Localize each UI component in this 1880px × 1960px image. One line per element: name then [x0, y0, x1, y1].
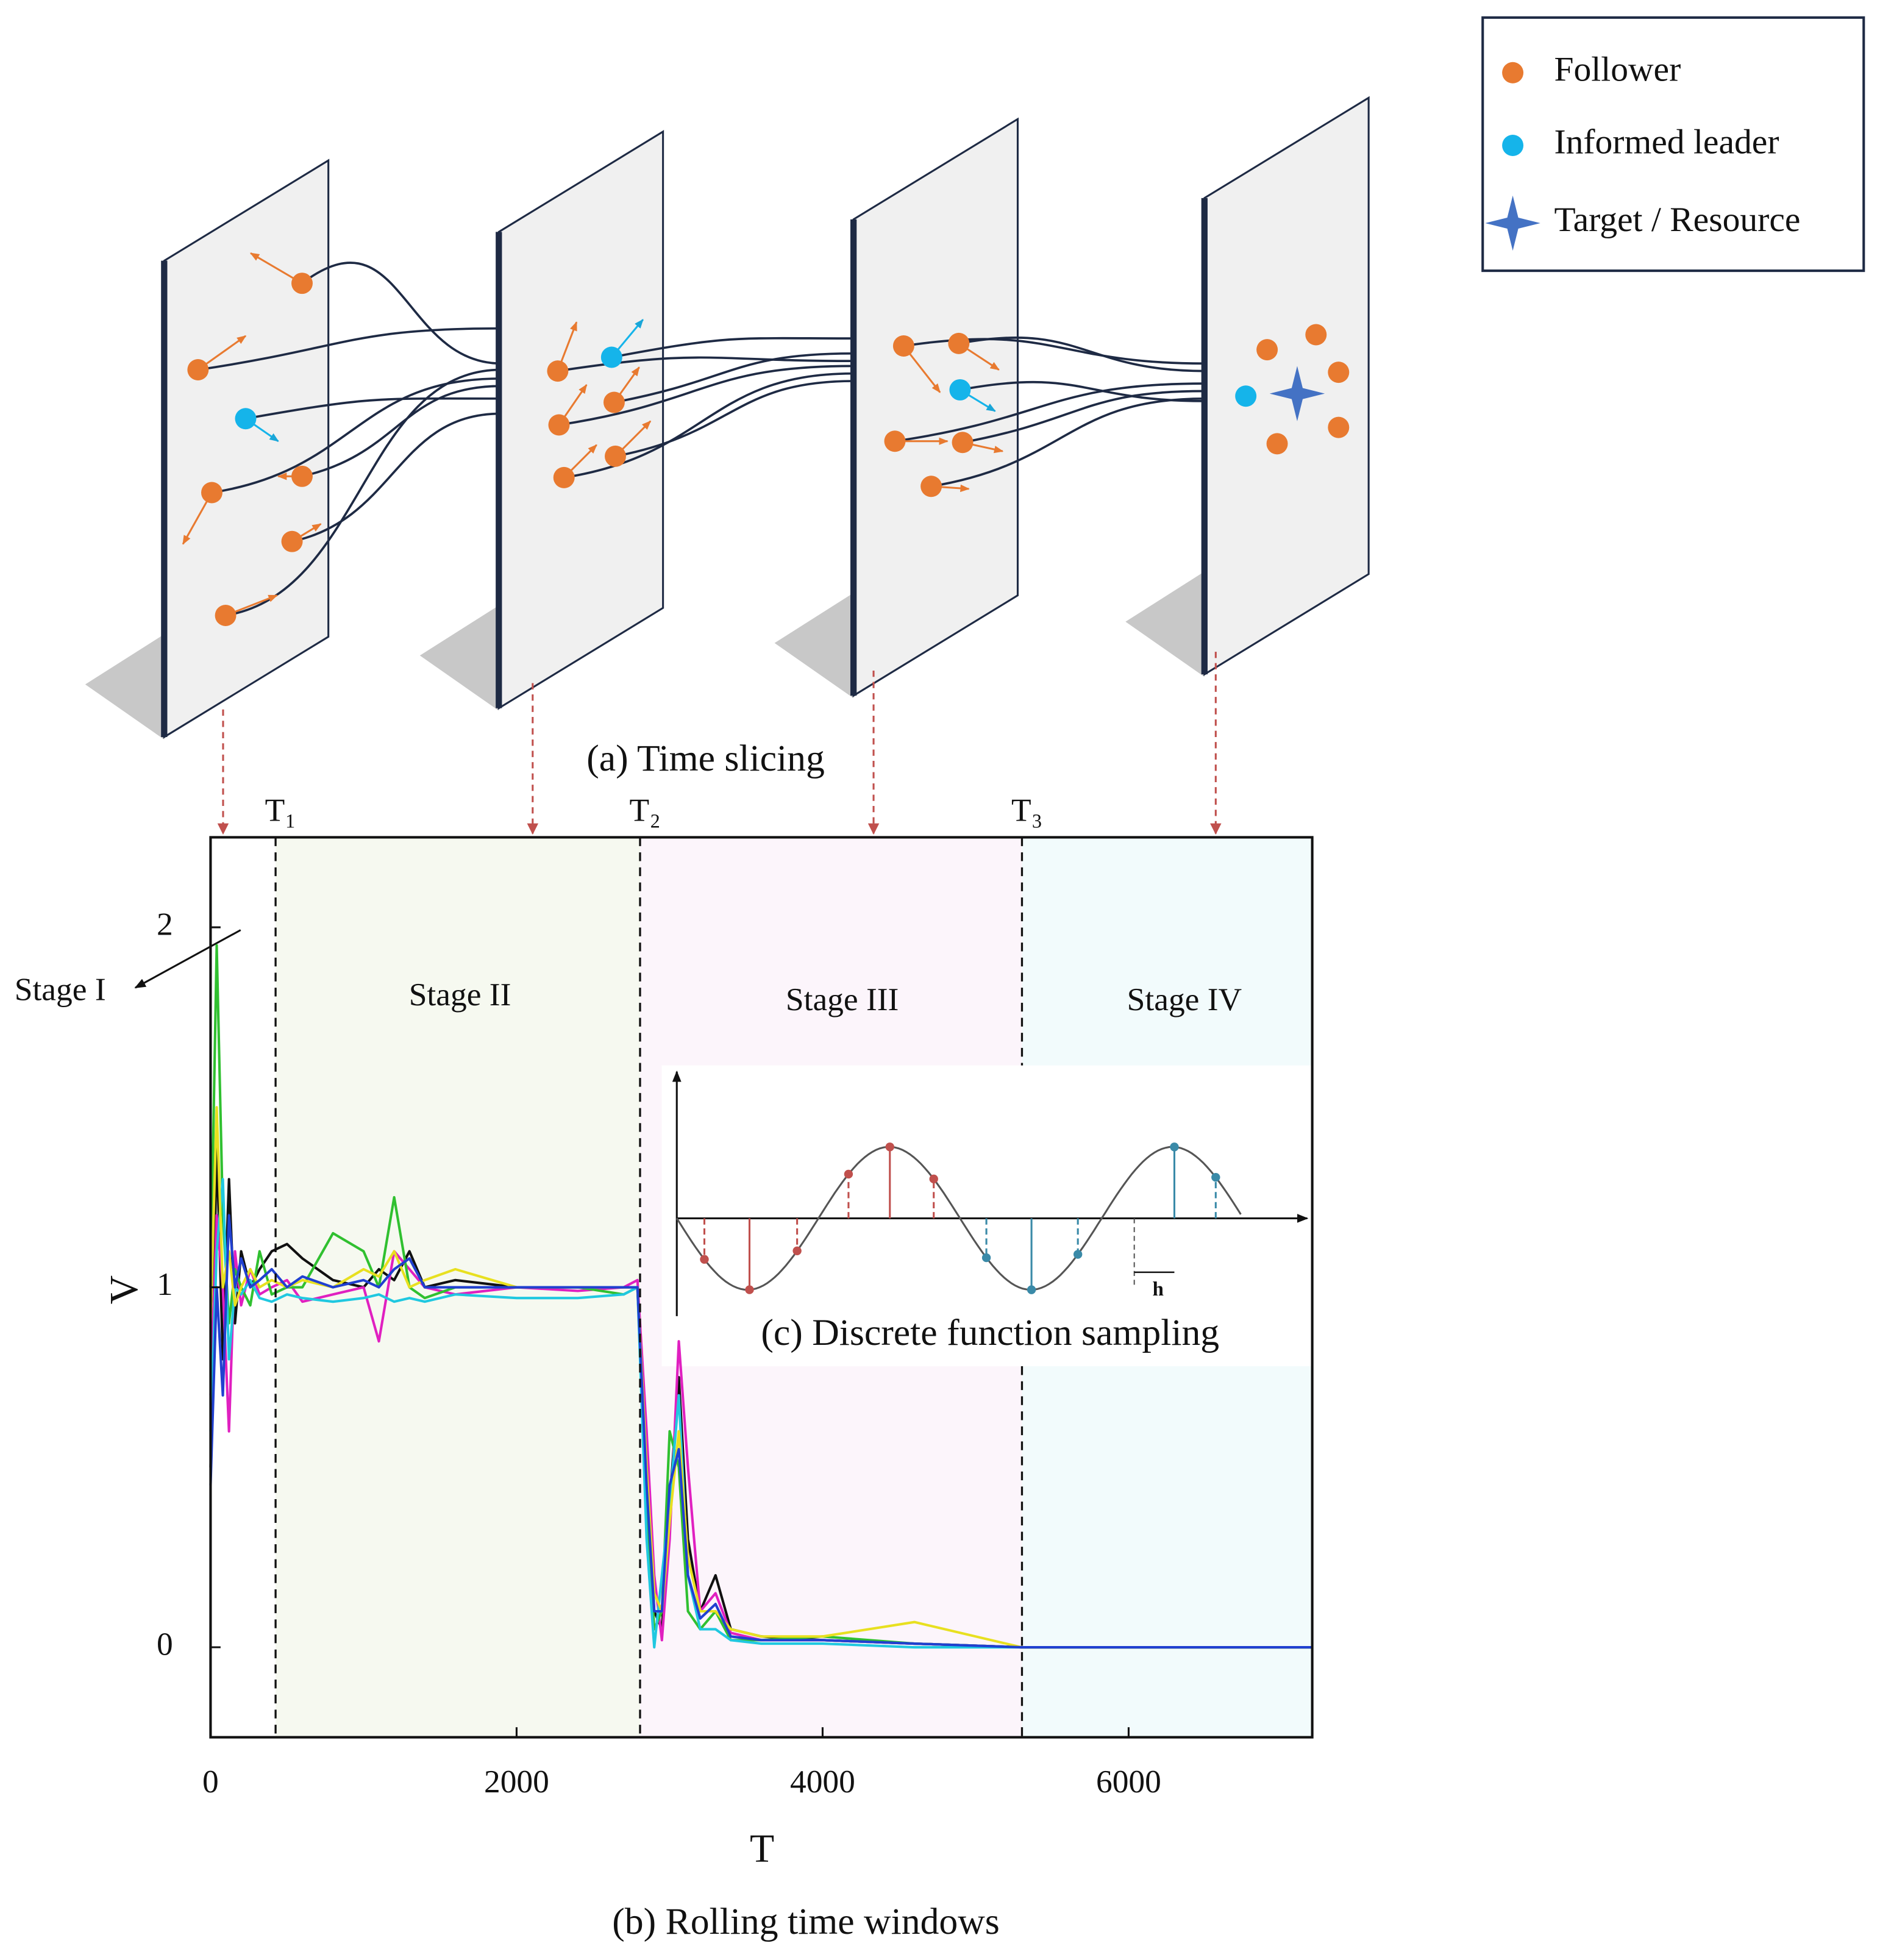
inset-curve	[675, 1146, 1242, 1291]
follower	[553, 466, 575, 488]
annotation-arrow	[134, 929, 241, 989]
sample-point	[1170, 1142, 1179, 1152]
legend-box	[1481, 16, 1865, 273]
time-slice-panel	[497, 130, 664, 710]
time-slice-panel	[1203, 96, 1370, 676]
informed-leader	[949, 379, 971, 401]
trajectory	[931, 397, 1205, 488]
follower	[952, 432, 974, 454]
follower	[884, 430, 906, 452]
stage-label: Stage IV	[1127, 981, 1242, 1017]
data-line	[209, 1214, 1312, 1649]
x-tick-label: 0	[202, 1763, 219, 1800]
informed-leader	[235, 408, 257, 430]
panel-shadow	[419, 605, 499, 711]
y-tick-label: 0	[157, 1625, 173, 1662]
follower	[281, 530, 303, 552]
panel-shadow	[85, 634, 165, 740]
follower	[1328, 416, 1350, 438]
follower	[215, 605, 237, 626]
trajectory	[301, 262, 502, 365]
y-tick-label: 2	[157, 905, 173, 942]
sample-point	[1211, 1172, 1220, 1182]
trajectory	[198, 327, 502, 371]
data-line	[209, 1214, 1312, 1649]
follower	[187, 359, 209, 381]
trajectory	[291, 412, 502, 543]
sample-point	[1027, 1285, 1036, 1294]
follower	[1256, 339, 1278, 361]
panel-shadow	[774, 593, 854, 699]
boundary-label: T₁	[265, 792, 296, 829]
x-tick-label: 4000	[790, 1763, 855, 1800]
legend-label: Informed leader	[1554, 123, 1779, 162]
sample-point	[885, 1142, 894, 1152]
follower	[603, 391, 625, 413]
trajectory	[558, 365, 854, 426]
follower	[291, 273, 313, 294]
trajectory	[302, 385, 502, 478]
inset-area	[661, 1065, 1312, 1367]
follower	[892, 335, 914, 357]
follower	[291, 465, 313, 487]
trajectory	[614, 352, 854, 404]
boundary-label: T₃	[1011, 792, 1042, 829]
caption: (a) Time slicing	[586, 738, 825, 779]
trajectory	[960, 380, 1205, 402]
sample-point	[700, 1255, 709, 1264]
informed-leader	[600, 346, 622, 368]
follower	[201, 482, 223, 504]
panel-shadow	[1125, 571, 1205, 677]
legend-follower	[1502, 62, 1524, 84]
sample-point	[929, 1174, 938, 1184]
trajectory	[615, 380, 854, 458]
x-tick-label: 2000	[484, 1763, 549, 1800]
trajectory	[894, 382, 1205, 443]
follower	[1266, 433, 1288, 455]
follower	[547, 360, 569, 382]
follower	[1328, 362, 1350, 383]
legend-label: Follower	[1554, 50, 1681, 88]
trajectory	[958, 336, 1205, 372]
sample-point	[844, 1169, 853, 1179]
caption: (b) Rolling time windows	[612, 1901, 1000, 1942]
h-label: h	[1153, 1278, 1164, 1300]
follower	[605, 445, 626, 467]
sample-point	[1073, 1250, 1083, 1259]
data-line	[209, 1106, 1312, 1649]
legend-leader	[1502, 135, 1524, 156]
time-slice-panel	[163, 159, 330, 739]
legend-label: Target / Resource	[1554, 201, 1800, 239]
follower	[548, 414, 570, 436]
sample-point	[981, 1253, 991, 1263]
time-slice-panel	[852, 117, 1019, 697]
trajectory	[225, 368, 502, 617]
boundary-label: T₂	[630, 792, 661, 829]
stage-label: Stage II	[409, 976, 511, 1013]
trajectory	[611, 337, 854, 358]
target-star	[1269, 366, 1325, 421]
y-tick-label: 1	[157, 1266, 173, 1302]
x-axis-label: T	[750, 1826, 774, 1871]
informed-leader	[1235, 385, 1257, 407]
trajectory	[962, 390, 1205, 444]
sample-point	[792, 1246, 802, 1255]
sample-point	[745, 1285, 754, 1294]
stage-label: Stage III	[786, 981, 899, 1017]
x-tick-label: 6000	[1096, 1763, 1161, 1800]
legend-target	[1485, 195, 1540, 251]
follower	[920, 476, 942, 497]
follower	[1305, 324, 1327, 346]
caption: (c) Discrete function sampling	[761, 1312, 1219, 1353]
follower	[948, 332, 970, 354]
trajectory	[245, 397, 502, 420]
y-axis-label: V	[102, 1275, 146, 1305]
stage-label: Stage I	[15, 971, 106, 1008]
